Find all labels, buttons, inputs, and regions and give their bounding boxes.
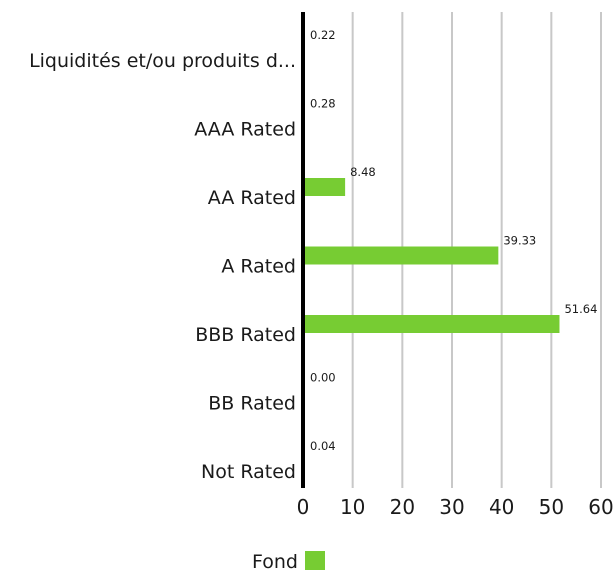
bar	[303, 246, 499, 265]
x-tick-label: 50	[539, 495, 564, 519]
category-label: Liquidités et/ou produits d...	[29, 50, 296, 72]
x-tick-label: 20	[390, 495, 415, 519]
category-label: BB Rated	[208, 393, 296, 415]
data-label: 0.00	[310, 371, 336, 385]
bar	[303, 315, 560, 333]
x-tick-label: 40	[489, 495, 514, 519]
labels: 0 10 20 30 40 50 60 Liquidités et/ou produits d…	[29, 28, 614, 519]
category-label: AAA Rated	[194, 119, 296, 141]
data-label: 8.48	[350, 165, 376, 179]
data-label: 0.28	[310, 97, 336, 111]
x-tick-label: 60	[588, 495, 613, 519]
legend: Fond	[252, 551, 325, 570]
category-label: Not Rated	[201, 461, 296, 483]
x-tick-label: 30	[439, 495, 464, 519]
legend-label: Fond	[252, 551, 298, 570]
bars	[303, 41, 560, 470]
data-label: 0.04	[310, 439, 336, 453]
data-label: 51.64	[564, 302, 597, 316]
category-label: BBB Rated	[195, 324, 296, 346]
x-tick-label: 0	[297, 495, 310, 519]
legend-swatch	[305, 551, 325, 570]
bar	[303, 178, 346, 196]
x-tick-label: 10	[340, 495, 365, 519]
category-label: AA Rated	[208, 187, 296, 209]
data-label: 0.22	[310, 28, 336, 42]
data-label: 39.33	[503, 234, 536, 248]
category-label: A Rated	[221, 256, 296, 278]
